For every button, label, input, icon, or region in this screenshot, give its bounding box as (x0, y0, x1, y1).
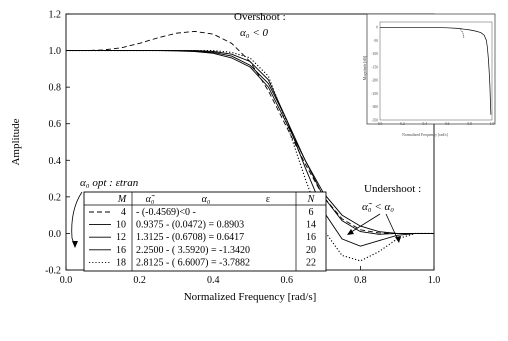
inset-frame (366, 13, 496, 125)
legend-header-n: N (307, 194, 316, 205)
undershoot-arrow-2-head (395, 236, 401, 243)
inset-series-group (380, 26, 492, 115)
inset-y-tick-label: -50 (373, 39, 378, 43)
legend-row-text: 2.2500 - ( 3.5920) = -1.3420 (136, 245, 250, 256)
x-tick-label: 0.4 (207, 275, 220, 286)
y-tick-label: 0.8 (49, 83, 62, 94)
inset-y-tick-label: -200 (371, 79, 378, 83)
inset-x-tick-label: 0.4 (423, 122, 428, 126)
y-tick-label: 0.2 (49, 192, 62, 203)
legend-row-text: 0.9375 - (0.0472) = 0.8903 (136, 220, 244, 231)
y-axis-title: Amplitude (10, 118, 22, 165)
inset-x-tick-label: 0.2 (400, 122, 405, 126)
legend-m-value: 18 (116, 257, 126, 268)
inset-x-tick-label: 0.8 (467, 122, 472, 126)
legend-row-text: 1.3125 - (0.6708) = 0.6417 (136, 232, 244, 243)
inset-y-tick-label: 0 (376, 26, 378, 30)
inset-y-tick-label: -250 (371, 92, 378, 96)
legend-m-value: 10 (116, 220, 126, 231)
undershoot-arrow-2 (385, 213, 399, 241)
legend-n-value: 14 (306, 220, 316, 231)
legend-n-value: 20 (306, 245, 316, 256)
y-tick-label: 1.2 (49, 10, 62, 21)
inset-plot-area (379, 21, 493, 121)
inset-y-tick-label: -100 (371, 52, 378, 56)
y-tick-label: 0.6 (49, 119, 62, 130)
inset-x-tick-label: 0.6 (445, 122, 450, 126)
series-group (66, 30, 434, 262)
axis-ticks: 0.0 0.2 0.4 0.6 0.8 1.0-0.20.00.20.40.60.81.0… (45, 10, 440, 287)
x-tick-label: 0.6 (281, 275, 294, 286)
alpha-opt-arrow (71, 191, 83, 248)
inset-y-tick-label: -300 (371, 105, 378, 109)
alpha-opt-arrowhead (72, 241, 78, 248)
x-tick-label: 0.8 (354, 275, 367, 286)
y-tick-label: 0.0 (49, 229, 62, 240)
overshoot-title: Overshoot : (234, 11, 286, 23)
legend: M α̃₀ α₀ ε N 4 - (-0.4569)<0 - 6 10 0.9375 -… (83, 191, 327, 272)
inset-y-tick-label: -350 (371, 118, 378, 122)
inset-axis-ticks: 0.0 0.2 0.4 0.6 0.8 1.0 0 -50 -100 -150 -200 -250 -3… (371, 21, 495, 126)
inset-y-tick-label: -150 (371, 65, 378, 69)
x-axis-title: Normalized Frequency [rad/s] (184, 291, 317, 303)
legend-row-text: - (-0.4569)<0 - (136, 207, 196, 218)
inset-chart: 0.0 0.2 0.4 0.6 0.8 1.0 0 -50 -100 -150 -200 -250 -3… (363, 13, 496, 137)
legend-n-value: 22 (306, 257, 316, 268)
legend-m-value: 4 (121, 207, 126, 218)
y-tick-label: 1.0 (49, 46, 62, 57)
undershoot-arrow-1 (347, 213, 381, 235)
inset-x-tick-label: 1.0 (490, 122, 495, 126)
legend-header-epsilon: ε (266, 194, 270, 205)
legend-n-value: 6 (309, 207, 314, 218)
undershoot-arrow-1-head (347, 229, 354, 235)
legend-rows: 4 - (-0.4569)<0 - 6 10 0.9375 - (0.0472) = 0… (89, 207, 316, 268)
legend-m-value: 16 (116, 245, 126, 256)
x-tick-label: 1.0 (428, 275, 441, 286)
series-line-18 (66, 50, 434, 262)
undershoot-title: Undershoot : (364, 183, 421, 195)
inset-x-tick-label: 0.0 (378, 122, 383, 126)
x-tick-label: 0.2 (133, 275, 146, 286)
overshoot-condition: α₀ < 0 (240, 27, 269, 39)
x-tick-label: 0.0 (60, 275, 73, 286)
legend-header-alpha-tilde: α̃₀ (146, 194, 155, 205)
undershoot-condition: α̃₀ < α₀ (362, 201, 394, 213)
legend-n-value: 16 (306, 232, 316, 243)
y-tick-label: -0.2 (45, 266, 61, 277)
legend-m-value: 12 (116, 232, 126, 243)
inset-x-axis-title: Normalized Frequency [rad/s] (402, 133, 448, 137)
alpha-opt-label: α₀ opt : εtran (80, 177, 139, 189)
inset-series-line (460, 29, 465, 39)
legend-row-text: 2.8125 - ( 6.6007) = -3.7882 (136, 257, 250, 268)
legend-header-alpha: α₀ (202, 194, 211, 205)
inset-y-axis-title: Magnitude [dB] (363, 56, 367, 80)
legend-header-m: M (117, 194, 127, 205)
y-tick-label: 0.4 (49, 156, 62, 167)
inset-series-line (380, 26, 492, 115)
